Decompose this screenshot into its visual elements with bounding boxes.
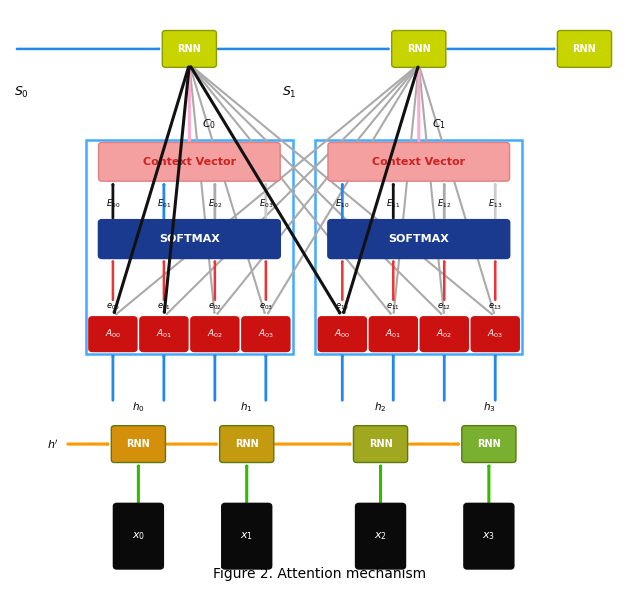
Text: $e_{03}$: $e_{03}$ (259, 301, 273, 312)
FancyBboxPatch shape (111, 426, 166, 463)
Text: $x_1$: $x_1$ (240, 530, 253, 542)
Text: $A_{02}$: $A_{02}$ (207, 328, 223, 340)
Text: $E_{12}$: $E_{12}$ (437, 197, 451, 210)
FancyBboxPatch shape (464, 503, 514, 569)
Text: RNN: RNN (127, 439, 150, 449)
FancyBboxPatch shape (113, 503, 163, 569)
Text: $x_0$: $x_0$ (132, 530, 145, 542)
Text: $e_{12}$: $e_{12}$ (437, 301, 451, 312)
Text: $h_3$: $h_3$ (483, 400, 495, 414)
FancyBboxPatch shape (99, 220, 280, 259)
Text: $S_1$: $S_1$ (282, 85, 296, 100)
FancyBboxPatch shape (328, 220, 509, 259)
FancyBboxPatch shape (420, 317, 468, 352)
Text: $A_{01}$: $A_{01}$ (156, 328, 172, 340)
Text: $A_{01}$: $A_{01}$ (385, 328, 401, 340)
FancyBboxPatch shape (319, 317, 366, 352)
Text: $A_{02}$: $A_{02}$ (436, 328, 452, 340)
Text: $E_{03}$: $E_{03}$ (259, 197, 273, 210)
Text: $E_{02}$: $E_{02}$ (208, 197, 222, 210)
FancyBboxPatch shape (89, 317, 137, 352)
Text: $E_{11}$: $E_{11}$ (386, 197, 401, 210)
Text: Figure 2. Attention mechanism: Figure 2. Attention mechanism (213, 567, 427, 581)
FancyBboxPatch shape (392, 30, 446, 67)
FancyBboxPatch shape (369, 317, 417, 352)
Text: RNN: RNN (477, 439, 500, 449)
Text: $h_2$: $h_2$ (374, 400, 387, 414)
Text: RNN: RNN (235, 439, 259, 449)
Bar (86, 140, 293, 355)
Text: RNN: RNN (407, 44, 431, 54)
Text: $h_1$: $h_1$ (241, 400, 253, 414)
Text: $S_0$: $S_0$ (14, 85, 29, 100)
Text: $e_{01}$: $e_{01}$ (157, 301, 171, 312)
Text: $e_{02}$: $e_{02}$ (208, 301, 222, 312)
Text: $E_{10}$: $E_{10}$ (335, 197, 349, 210)
Text: $E_{13}$: $E_{13}$ (488, 197, 502, 210)
FancyBboxPatch shape (242, 317, 290, 352)
Text: $A_{03}$: $A_{03}$ (258, 328, 274, 340)
Text: $x_2$: $x_2$ (374, 530, 387, 542)
Bar (316, 140, 522, 355)
FancyBboxPatch shape (99, 143, 280, 181)
Text: $E_{01}$: $E_{01}$ (157, 197, 171, 210)
FancyBboxPatch shape (191, 317, 239, 352)
FancyBboxPatch shape (557, 30, 612, 67)
FancyBboxPatch shape (220, 426, 274, 463)
Text: $A_{03}$: $A_{03}$ (487, 328, 503, 340)
Text: $C_0$: $C_0$ (202, 117, 216, 131)
Text: RNN: RNN (177, 44, 201, 54)
FancyBboxPatch shape (462, 426, 516, 463)
Text: $x_3$: $x_3$ (483, 530, 495, 542)
Text: $h_0$: $h_0$ (132, 400, 145, 414)
FancyBboxPatch shape (328, 143, 509, 181)
Text: $h'$: $h'$ (47, 438, 59, 451)
FancyBboxPatch shape (353, 426, 408, 463)
FancyBboxPatch shape (140, 317, 188, 352)
Text: $e_{11}$: $e_{11}$ (387, 301, 400, 312)
FancyBboxPatch shape (471, 317, 519, 352)
Text: RNN: RNN (369, 439, 392, 449)
FancyBboxPatch shape (163, 30, 216, 67)
Text: RNN: RNN (573, 44, 596, 54)
Text: $e_{13}$: $e_{13}$ (488, 301, 502, 312)
Text: $A_{00}$: $A_{00}$ (105, 328, 121, 340)
FancyBboxPatch shape (222, 503, 271, 569)
Text: $E_{00}$: $E_{00}$ (106, 197, 120, 210)
Text: Context Vector: Context Vector (143, 157, 236, 167)
Text: SOFTMAX: SOFTMAX (388, 234, 449, 244)
Text: Context Vector: Context Vector (372, 157, 465, 167)
Text: $C_1$: $C_1$ (431, 117, 445, 131)
FancyBboxPatch shape (356, 503, 405, 569)
Text: SOFTMAX: SOFTMAX (159, 234, 220, 244)
Text: $e_{00}$: $e_{00}$ (106, 301, 120, 312)
Text: $e_{10}$: $e_{10}$ (335, 301, 349, 312)
Text: $A_{00}$: $A_{00}$ (334, 328, 351, 340)
